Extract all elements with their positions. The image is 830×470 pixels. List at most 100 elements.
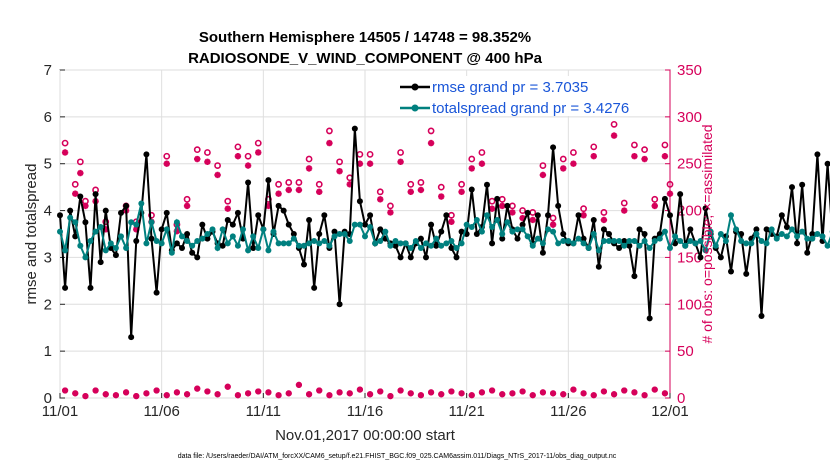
totalspread-point [356,221,363,228]
x-tick-label: 12/01 [651,403,689,420]
rmse-point [453,254,460,261]
totalspread-point [702,247,709,254]
totalspread-point [692,240,699,247]
obs-possible-point [183,391,191,398]
obs-possible-point [163,152,171,160]
rmse-point [443,212,450,219]
x-tick-label: 11/21 [448,403,484,420]
obs-assimilated-point [255,149,262,156]
rmse-point [250,245,257,252]
obs-possible-point [61,139,69,147]
rmse-point [580,235,587,242]
totalspread-point [768,226,775,233]
obs-assimilated-point [356,386,363,393]
rmse-point [97,259,104,266]
rmse-point [606,231,612,237]
totalspread-point [534,235,541,242]
obs-assimilated-point [651,202,658,210]
rmse-point [804,249,811,256]
totalspread-point [275,240,282,247]
obs-assimilated-point [194,155,201,163]
obs-assimilated-point [509,390,516,397]
rmse-point [539,249,546,256]
rmse-point [189,249,196,256]
x-tick-label: 11/01 [42,403,78,420]
obs-possible-point [305,391,313,398]
totalspread-point [341,231,348,237]
obs-assimilated-point [356,160,364,167]
totalspread-point [143,240,150,247]
obs-assimilated-point [133,226,140,233]
obs-assimilated-point [234,153,242,160]
totalspread-point [819,233,826,240]
totalspread-point [789,226,795,233]
obs-assimilated-point [377,388,384,395]
legend-rmse-label: rmse grand pr = 3.7035 [432,79,588,96]
y-right-tick-label: 250 [677,156,702,173]
obs-possible-point [326,127,333,135]
rmse-point [438,228,445,235]
totalspread-point [499,231,506,237]
rmse-point [316,231,323,237]
totalspread-point [626,238,633,245]
right-axis: 0 50 100 150 200 250 300 350 [665,62,702,407]
totalspread-point [631,238,638,245]
obs-assimilated-point [326,139,333,147]
rmse-point [519,221,526,228]
totalspread-point [133,221,140,228]
rmse-point [265,177,272,184]
rmse-point [123,202,130,209]
y-tick-label: 5 [44,156,52,173]
rmse-point [636,226,643,233]
rmse-point [524,209,531,216]
totalspread-point [621,242,628,249]
obs-assimilated-point [666,190,674,197]
rmse-point [799,181,806,188]
totalspread-point [463,221,470,228]
totalspread-point [270,228,277,235]
obs-assimilated-point [285,390,292,397]
totalspread-point [687,238,694,245]
totalspread-point [611,238,618,245]
totalspread-point [656,235,663,242]
totalspread-point [123,245,130,252]
obs-assimilated-point [82,202,89,210]
chart-title: Southern Hemisphere 14505 / 14748 = 98.3… [199,29,531,46]
totalspread-point [168,249,175,256]
y-right-tick-label: 150 [677,249,702,266]
rmse-point [667,212,673,219]
totalspread-point [636,242,643,249]
rmse-point [351,125,358,132]
rmse-point [489,240,496,247]
legend: rmse grand pr = 3.7035 totalspread grand… [396,76,668,117]
totalspread-point [260,226,267,233]
obs-assimilated-point [316,387,323,394]
obs-possible-point [407,180,415,188]
obs-assimilated-point [336,168,343,175]
totalspread-point [397,240,404,247]
obs-assimilated-point [62,387,69,394]
obs-assimilated-point [77,169,84,177]
totalspread-point [646,245,653,252]
totalspread-point [148,219,155,226]
obs-assimilated-point [214,391,221,398]
obs-possible-point [560,391,567,398]
rmse-point [550,144,557,151]
obs-possible-point [610,391,618,398]
obs-possible-point [529,392,536,399]
y-tick-label: 6 [44,109,52,126]
obs-assimilated-point [224,205,231,212]
obs-possible-point [234,143,242,151]
rmse-point [280,207,287,214]
totalspread-point [697,238,704,245]
obs-assimilated-point [183,202,191,210]
obs-possible-point [397,387,404,394]
totalspread-point [240,226,246,233]
totalspread-point [255,245,262,252]
obs-assimilated-point [529,392,536,399]
totalspread-point [712,242,719,249]
totalspread-point [194,238,201,245]
obs-assimilated-point [255,388,262,395]
obs-assimilated-point [153,387,160,394]
totalspread-point [478,228,485,235]
